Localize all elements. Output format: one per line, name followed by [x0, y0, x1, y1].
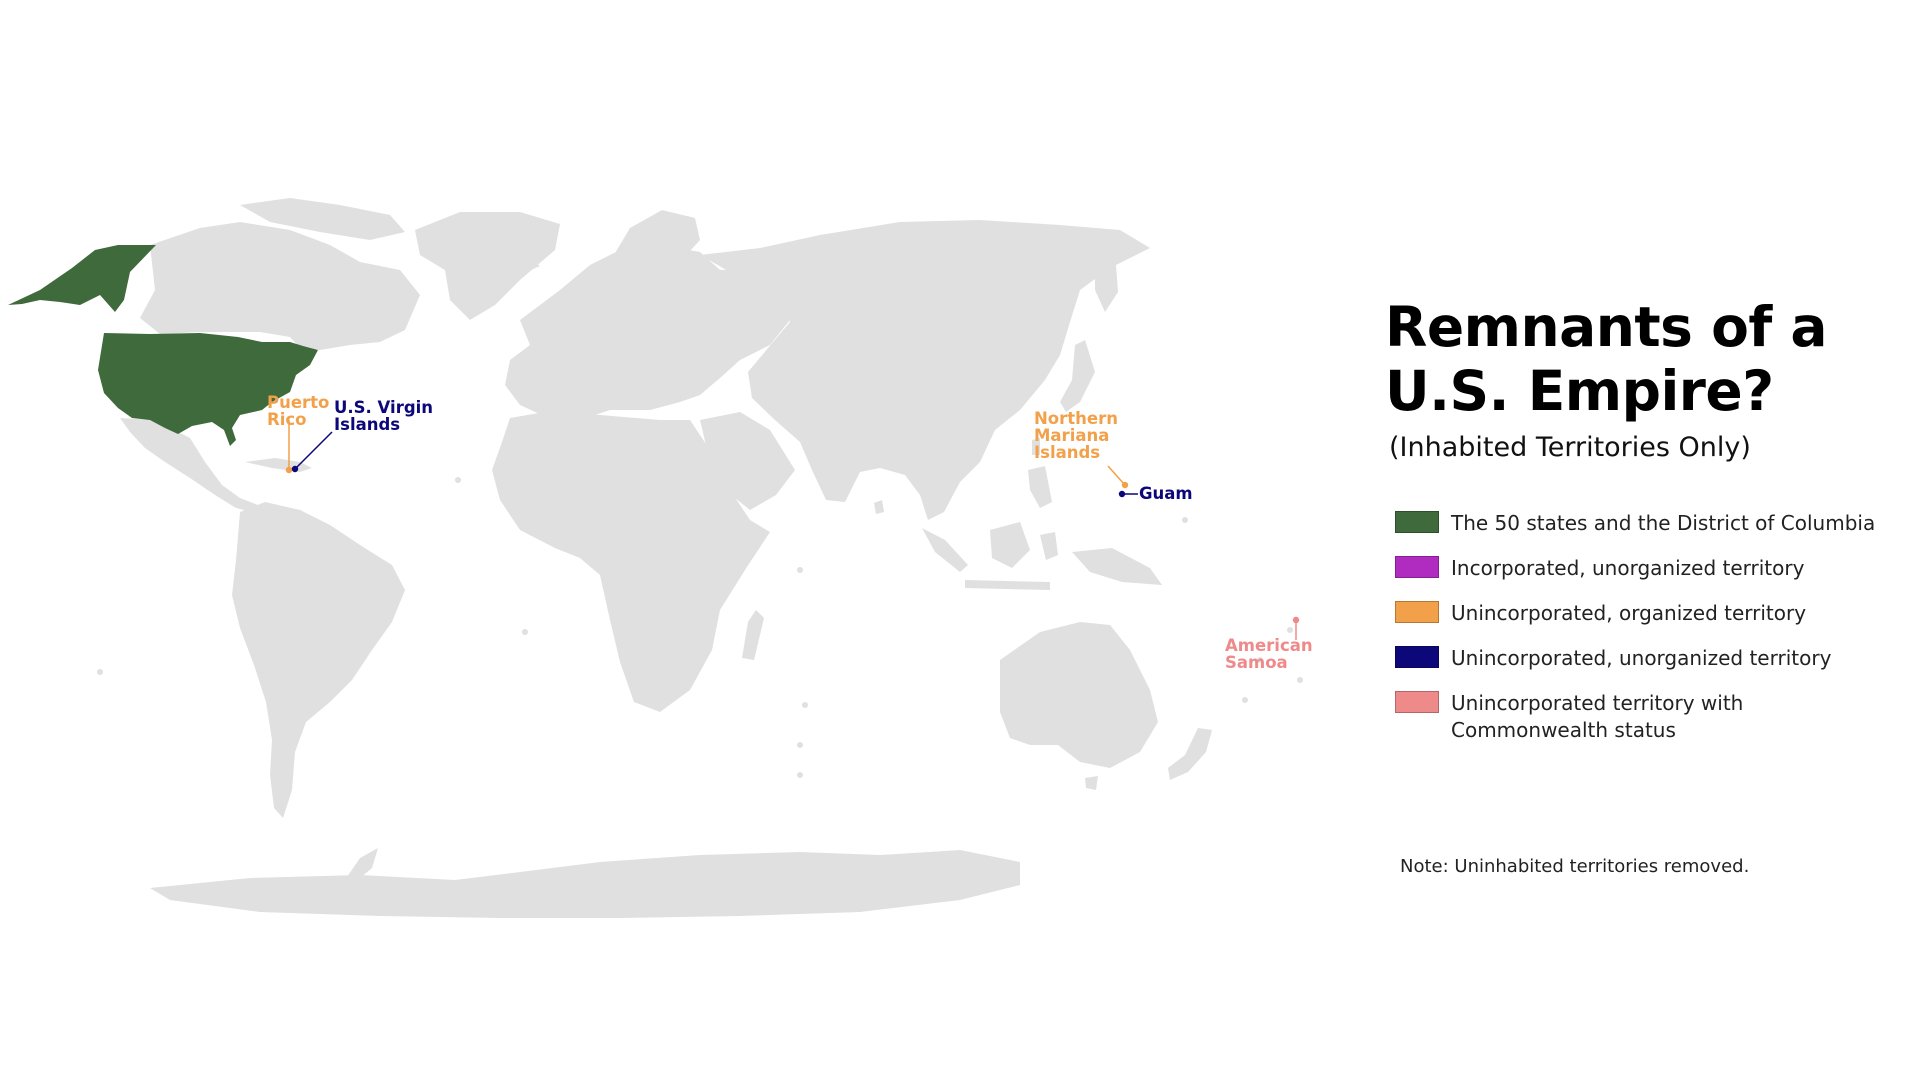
legend-swatch [1395, 691, 1439, 713]
sumatra [922, 528, 968, 572]
american-samoa-marker [1292, 616, 1300, 624]
legend-item-unincorporated-organized: Unincorporated, organized territory [1395, 600, 1895, 627]
island-dot [1257, 657, 1263, 663]
island-dot [1297, 677, 1303, 683]
virgin-islands-label: U.S. Virgin Islands [334, 398, 439, 434]
american-samoa-label: American Samoa [1225, 636, 1318, 672]
philippines [1028, 466, 1052, 508]
guam-marker [1118, 490, 1126, 498]
caribbean [245, 458, 312, 472]
south-america [232, 502, 405, 818]
guam-label: Guam [1139, 484, 1193, 503]
legend-label: Incorporated, unorganized territory [1451, 556, 1805, 580]
madagascar [742, 610, 764, 660]
legend-swatch [1395, 511, 1439, 533]
legend-swatch [1395, 601, 1439, 623]
greenland [415, 212, 560, 320]
legend: The 50 states and the District of Columb… [1395, 510, 1895, 762]
kamchatka [1095, 252, 1118, 312]
legend-swatch [1395, 646, 1439, 668]
antarctic-peninsula [345, 848, 378, 880]
title-line: Remnants of a [1385, 295, 1828, 359]
map-labels: Puerto Rico U.S. Virgin Islands Northern… [267, 393, 1318, 672]
land-masses [97, 198, 1303, 918]
legend-item-states: The 50 states and the District of Columb… [1395, 510, 1895, 537]
borneo [990, 522, 1030, 568]
japan [1060, 340, 1095, 412]
antarctica [150, 850, 1020, 918]
island-dot [455, 477, 461, 483]
tasmania [1085, 776, 1098, 790]
contiguous-us [98, 333, 318, 446]
europe [505, 245, 790, 420]
australia [1000, 622, 1158, 768]
arctic-islands [240, 198, 405, 240]
asia [700, 220, 1150, 520]
world-map: Puerto Rico U.S. Virgin Islands Northern… [8, 198, 1318, 918]
legend-item-incorporated-unorganized: Incorporated, unorganized territory [1395, 555, 1895, 582]
island-dot [802, 702, 808, 708]
puerto-rico-label: Puerto Rico [267, 393, 335, 429]
africa [492, 412, 770, 712]
canada [140, 222, 420, 350]
java-islands [965, 580, 1050, 590]
legend-label: Unincorporated territory with Commonweal… [1451, 691, 1744, 742]
island-dot [97, 669, 103, 675]
mexico-central-america [120, 418, 258, 512]
northern-mariana-label: Northern Mariana Islands [1034, 409, 1124, 462]
title-line: U.S. Empire? [1385, 359, 1774, 423]
legend-swatch [1395, 556, 1439, 578]
alaska [8, 245, 156, 312]
northern-mariana-marker [1121, 481, 1129, 489]
subtitle: (Inhabited Territories Only) [1389, 432, 1751, 463]
uk [560, 292, 585, 330]
legend-label: Unincorporated, unorganized territory [1451, 646, 1832, 670]
northern-mariana-leader [1107, 465, 1125, 485]
legend-item-unincorporated-unorganized: Unincorporated, unorganized territory [1395, 645, 1895, 672]
sulawesi [1040, 532, 1058, 560]
footnote: Note: Uninhabited territories removed. [1400, 856, 1750, 877]
island-dot [797, 742, 803, 748]
scandinavia [605, 210, 700, 282]
island-dot [1182, 517, 1188, 523]
new-zealand [1168, 728, 1212, 780]
new-guinea [1072, 548, 1162, 585]
legend-label: The 50 states and the District of Columb… [1451, 511, 1876, 535]
puerto-rico-marker [285, 466, 293, 474]
legend-label: Unincorporated, organized territory [1451, 601, 1807, 625]
virgin-islands-marker [291, 465, 299, 473]
iceland [500, 256, 540, 274]
virgin-islands-leader [295, 431, 333, 469]
territory-markers [285, 420, 1300, 640]
island-dot [1287, 627, 1293, 633]
sri-lanka [874, 500, 884, 514]
island-dot [797, 567, 803, 573]
arabia [700, 412, 795, 510]
island-dot [522, 629, 528, 635]
legend-item-commonwealth: Unincorporated territory with Commonweal… [1395, 690, 1895, 744]
taiwan [1032, 438, 1040, 455]
page-title: Remnants of a U.S. Empire? [1385, 295, 1828, 423]
island-dot [797, 772, 803, 778]
us-states [8, 245, 318, 446]
island-dot [1242, 697, 1248, 703]
